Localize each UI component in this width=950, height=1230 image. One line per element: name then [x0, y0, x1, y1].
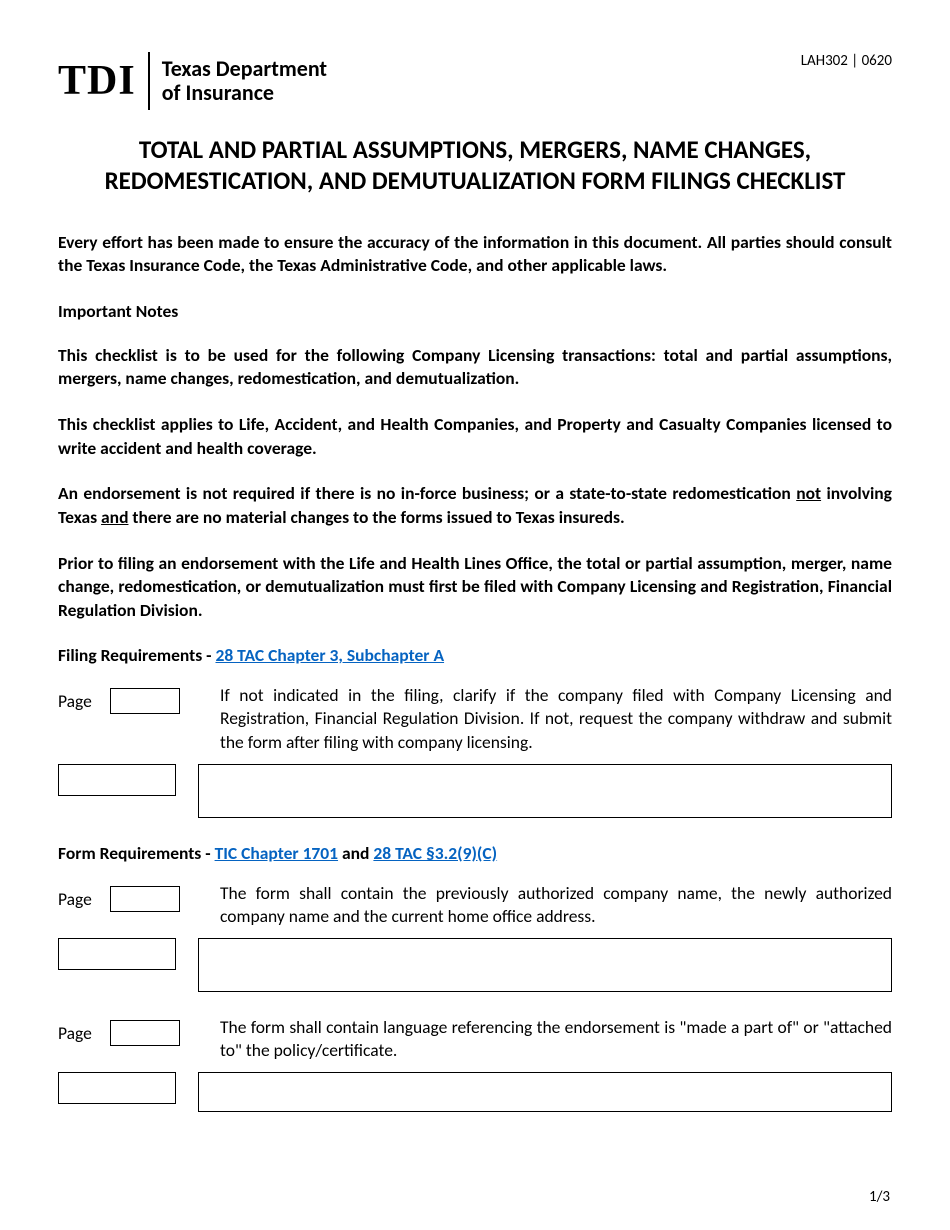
requirement-1-small-box[interactable]	[58, 764, 176, 796]
logo-divider	[148, 52, 150, 110]
requirement-3-notes-row	[58, 1072, 892, 1112]
note-3c: there are no material changes to the for…	[128, 506, 624, 528]
form-req-and: and	[338, 842, 373, 864]
requirement-1-row: Page If not indicated in the filing, cla…	[58, 684, 892, 753]
requirement-2-big-box[interactable]	[198, 938, 892, 992]
requirement-2-text: The form shall contain the previously au…	[190, 882, 892, 928]
requirement-2-small-box[interactable]	[58, 938, 176, 970]
form-req-link-1[interactable]: TIC Chapter 1701	[215, 842, 338, 864]
document-title: TOTAL AND PARTIAL ASSUMPTIONS, MERGERS, …	[58, 134, 892, 197]
logo-line2: of Insurance	[162, 81, 327, 105]
requirement-2-row: Page The form shall contain the previous…	[58, 882, 892, 928]
requirement-3-row: Page The form shall contain language ref…	[58, 1016, 892, 1062]
note-4: Prior to filing an endorsement with the …	[58, 552, 892, 623]
page-label-3: Page	[58, 1016, 100, 1044]
important-notes-heading: Important Notes	[58, 300, 892, 322]
note-3a: An endorsement is not required if there …	[58, 482, 796, 504]
form-id: LAH302 | 0620	[801, 52, 892, 70]
filing-req-link[interactable]: 28 TAC Chapter 3, Subchapter A	[215, 644, 444, 666]
requirement-3-big-box[interactable]	[198, 1072, 892, 1112]
page-label-2: Page	[58, 882, 100, 910]
note-2: This checklist applies to Life, Accident…	[58, 413, 892, 460]
page-label-1: Page	[58, 684, 100, 712]
logo-line1: Texas Department	[162, 57, 327, 81]
requirement-2-notes-row	[58, 938, 892, 992]
requirement-1-big-box[interactable]	[198, 764, 892, 818]
requirement-1-text: If not indicated in the filing, clarify …	[190, 684, 892, 753]
requirement-3-text: The form shall contain language referenc…	[190, 1016, 892, 1062]
form-req-link-2[interactable]: 28 TAC §3.2(9)(C)	[373, 842, 497, 864]
form-req-label: Form Requirements -	[58, 842, 215, 864]
page-number: 1/3	[869, 1188, 890, 1206]
logo: TDI Texas Department of Insurance	[58, 52, 327, 110]
note-3-u1: not	[796, 482, 821, 504]
logo-abbr: TDI	[58, 57, 136, 105]
filing-requirements-heading: Filing Requirements - 28 TAC Chapter 3, …	[58, 644, 892, 666]
page-input-2[interactable]	[110, 886, 180, 912]
form-requirements-heading: Form Requirements - TIC Chapter 1701 and…	[58, 842, 892, 864]
page-input-1[interactable]	[110, 688, 180, 714]
note-3-u2: and	[101, 506, 128, 528]
requirement-3-small-box[interactable]	[58, 1072, 176, 1104]
page-input-3[interactable]	[110, 1020, 180, 1046]
logo-text: Texas Department of Insurance	[162, 57, 327, 105]
requirement-1-notes-row	[58, 764, 892, 818]
filing-req-label: Filing Requirements -	[58, 644, 215, 666]
note-1: This checklist is to be used for the fol…	[58, 344, 892, 391]
note-3: An endorsement is not required if there …	[58, 482, 892, 529]
intro-paragraph: Every effort has been made to ensure the…	[58, 231, 892, 278]
header: TDI Texas Department of Insurance LAH302…	[58, 52, 892, 110]
